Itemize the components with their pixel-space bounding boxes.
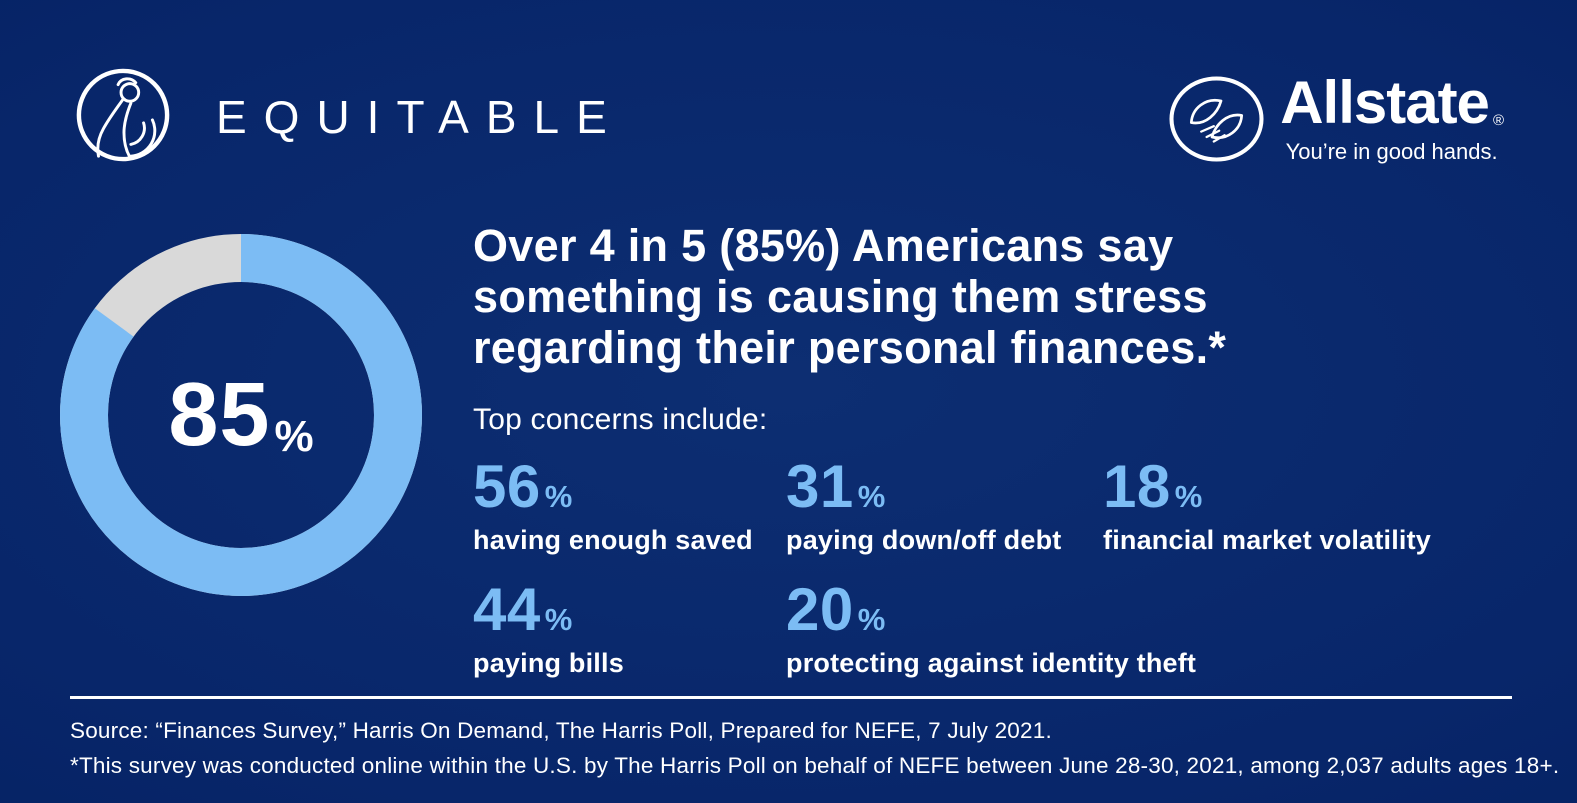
allstate-tagline: You’re in good hands.: [1285, 139, 1498, 164]
stat-having-enough-saved: 56% having enough saved: [473, 457, 786, 556]
methodology-note: *This survey was conducted online within…: [70, 753, 1560, 778]
stat-value: 56: [473, 453, 541, 520]
donut-value: 85: [168, 365, 271, 465]
allstate-wordmark: Allstate: [1280, 69, 1490, 136]
source-line: Source: “Finances Survey,” Harris On Dem…: [70, 718, 1052, 743]
stat-value: 20: [786, 576, 854, 643]
stat-label: paying down/off debt: [786, 525, 1062, 555]
stat-unit: %: [1174, 479, 1203, 514]
allstate-logo: Allstate ® You’re in good hands.: [1167, 69, 1504, 166]
stat-paying-down-debt: 31% paying down/off debt: [786, 457, 1103, 556]
footer-divider: [70, 696, 1512, 699]
stat-unit: %: [857, 602, 886, 637]
stat-identity-theft: 20% protecting against identity theft: [786, 580, 1523, 679]
equitable-logo: EQUITABLE: [74, 66, 624, 164]
stat-unit: %: [544, 602, 573, 637]
headline: Over 4 in 5 (85%) Americans say somethin…: [473, 220, 1227, 373]
stat-value: 31: [786, 453, 854, 520]
donut-percent-sign: %: [274, 412, 314, 461]
stat-label: having enough saved: [473, 525, 753, 555]
main-content: Over 4 in 5 (85%) Americans say somethin…: [473, 220, 1523, 679]
donut-chart: 85 %: [60, 234, 422, 596]
stat-value: 18: [1103, 453, 1171, 520]
stat-market-volatility: 18% financial market volatility: [1103, 457, 1523, 556]
stat-label: financial market volatility: [1103, 525, 1432, 555]
stat-unit: %: [857, 479, 886, 514]
donut-arc: [60, 234, 422, 596]
allstate-hands-icon: [1169, 76, 1264, 162]
stat-paying-bills: 44% paying bills: [473, 580, 786, 679]
registered-mark: ®: [1492, 112, 1504, 129]
equitable-wordmark: EQUITABLE: [216, 91, 624, 143]
stat-value: 44: [473, 576, 541, 643]
stats-grid: 56% having enough saved 31% paying down/…: [473, 457, 1523, 679]
concerns-intro: Top concerns include:: [473, 403, 768, 436]
stat-label: protecting against identity theft: [786, 648, 1197, 678]
footer-text: Source: “Finances Survey,” Harris On Dem…: [70, 713, 1559, 783]
stat-label: paying bills: [473, 648, 624, 678]
stat-unit: %: [544, 479, 573, 514]
donut-center-label: 85 %: [60, 234, 422, 596]
equitable-emblem-icon: [76, 68, 170, 162]
